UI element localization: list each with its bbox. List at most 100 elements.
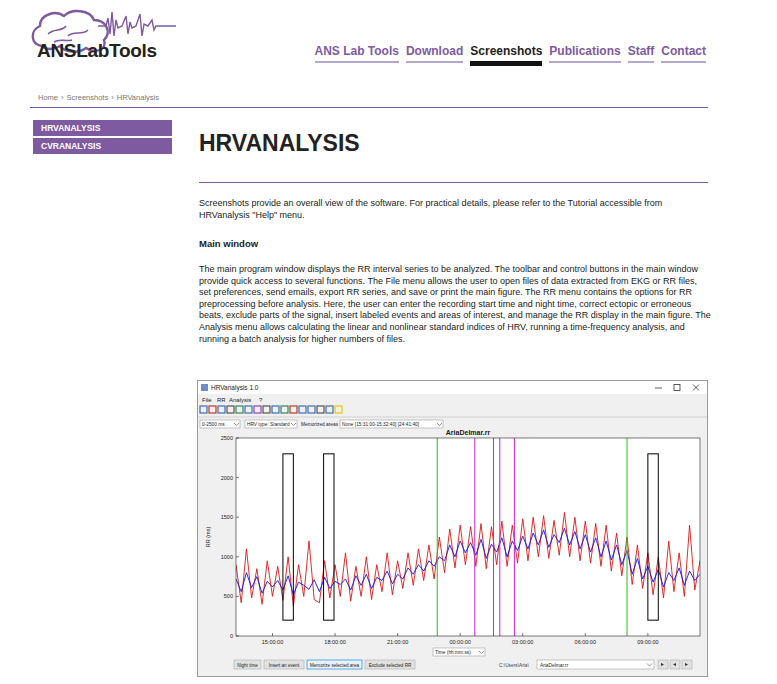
file-arrow: [647, 664, 652, 667]
menu-item[interactable]: Analysis: [229, 397, 251, 403]
breadcrumb-separator: ›: [61, 93, 64, 102]
toolbar-icon[interactable]: [272, 406, 279, 413]
toolbar-icon[interactable]: [209, 406, 216, 413]
toolbar-icon[interactable]: [281, 406, 288, 413]
toolbar-icon[interactable]: [227, 406, 234, 413]
select-frame: [340, 420, 443, 428]
sidebar-item[interactable]: CVRANALYSIS: [33, 138, 172, 154]
toolbar-icon[interactable]: [326, 406, 333, 413]
menu-item[interactable]: File: [202, 397, 212, 403]
maximize-btn: [674, 385, 680, 391]
toolbar-icon[interactable]: [200, 406, 207, 413]
menu-item[interactable]: RR: [217, 397, 226, 403]
button-frame: [307, 660, 362, 669]
toolbar-icon[interactable]: [236, 406, 243, 413]
memorized-select[interactable]: None [15:31:00-15:32:40] [24:41:40]: [340, 420, 443, 428]
plot-data: [236, 438, 700, 636]
nav-arrow-button[interactable]: [658, 660, 668, 669]
app-button[interactable]: Night time: [234, 660, 261, 669]
button-frame: [234, 660, 261, 669]
y-tick: [236, 556, 239, 557]
event-line: [514, 438, 515, 636]
y-tick: [236, 517, 239, 518]
toolbar-icon[interactable]: [263, 406, 270, 413]
x-tick-label: 15:00:00: [262, 639, 283, 645]
toolbar-icon[interactable]: [335, 406, 342, 413]
select-arrow: [479, 651, 484, 654]
breadcrumb-item[interactable]: HRVanalysis: [117, 93, 159, 102]
nav-bar: ANS Lab Tools Download Screenshots Publicat…: [315, 44, 707, 66]
select-text: Time (hh:mm:ss): [435, 650, 471, 655]
app-button[interactable]: Memorize selected area: [307, 660, 362, 669]
breadcrumb-item[interactable]: Screenshots: [67, 93, 109, 102]
breadcrumb-item[interactable]: Home: [38, 93, 58, 102]
x-tick: [585, 633, 586, 636]
x-tick: [397, 633, 398, 636]
x-tick-label: 21:00:00: [387, 639, 408, 645]
nav-link[interactable]: Staff: [628, 44, 655, 63]
nav-link[interactable]: Screenshots: [470, 44, 542, 66]
select-frame: [200, 420, 240, 428]
app-button[interactable]: Insert an event: [264, 660, 304, 669]
select-arrow: [437, 423, 442, 426]
event-line: [499, 438, 500, 636]
y-tick-label: 2500: [221, 435, 233, 441]
page-title: HRVANALYSIS: [199, 130, 360, 157]
x-tick-label: 06:00:00: [575, 639, 596, 645]
chart-title: AriaDelmar.rr: [446, 429, 491, 436]
nav-arrow-button[interactable]: [670, 660, 680, 669]
app-button[interactable]: Exclude selected RR: [365, 660, 415, 669]
x-tick: [522, 633, 523, 636]
toolbar-icon[interactable]: [218, 406, 225, 413]
button-label: Insert an event: [269, 663, 300, 668]
menu-item[interactable]: ?: [259, 397, 263, 403]
select-text: None [15:31:00-15:32:40] [24:41:40]: [342, 422, 419, 427]
toolbar-separator: [198, 417, 707, 418]
toolbar-icon[interactable]: [308, 406, 315, 413]
breadcrumb-separator: ›: [111, 93, 114, 102]
y-tick: [236, 477, 239, 478]
nav-link[interactable]: Contact: [661, 44, 706, 63]
range-select[interactable]: 0-2500 ms: [200, 420, 240, 428]
x-tick: [335, 633, 336, 636]
x-tick-label: 03:00:00: [512, 639, 533, 645]
nav-link[interactable]: Download: [406, 44, 463, 63]
y-axis-label: RR (ms): [205, 527, 211, 548]
toolbar-icon[interactable]: [254, 406, 261, 413]
close-btn: [693, 385, 699, 391]
toolbar-icon[interactable]: [245, 406, 252, 413]
sidebar-item[interactable]: HRVANALYSIS: [33, 120, 172, 136]
nav-link[interactable]: Publications: [549, 44, 620, 63]
toolbar-icon[interactable]: [290, 406, 297, 413]
select-frame: [433, 648, 485, 656]
event-line: [493, 438, 494, 636]
select-arrow: [234, 423, 239, 426]
nav-link[interactable]: ANS Lab Tools: [315, 44, 399, 63]
y-tick: [236, 438, 239, 439]
app-window: HRVanalysis 1.0FileRRAnalysis?0-2500 msH…: [197, 380, 708, 677]
brain-folds: [48, 26, 88, 42]
memorized-label: Memorized areas: [301, 422, 339, 427]
rr-series: [236, 528, 700, 595]
arrow-frame: [682, 660, 692, 669]
y-tick-label: 2000: [221, 475, 233, 481]
title-bar: [198, 381, 707, 394]
toolbar-icon[interactable]: [299, 406, 306, 413]
select-text: 0-2500 ms: [202, 422, 225, 427]
time-format-select[interactable]: Time (hh:mm:ss): [433, 648, 485, 656]
plot-frame: [236, 438, 700, 636]
rr-series: [236, 512, 700, 605]
toolbar-icon[interactable]: [317, 406, 324, 413]
x-tick-label: 00:00:00: [449, 639, 470, 645]
body-text: The main program window displays the RR …: [199, 264, 711, 345]
y-tick-label: 1500: [221, 514, 233, 520]
button-frame: [365, 660, 415, 669]
y-tick-label: 1000: [221, 554, 233, 560]
arrow-frame: [670, 660, 680, 669]
hrv-type-select[interactable]: HRV type: Standard: [245, 420, 297, 428]
select-text: HRV type: Standard: [247, 422, 290, 427]
file-select[interactable]: AriaDelmar.rr: [537, 660, 654, 669]
select-frame: [245, 420, 297, 428]
nav-arrow-button[interactable]: [682, 660, 692, 669]
y-tick-label: 500: [224, 593, 233, 599]
